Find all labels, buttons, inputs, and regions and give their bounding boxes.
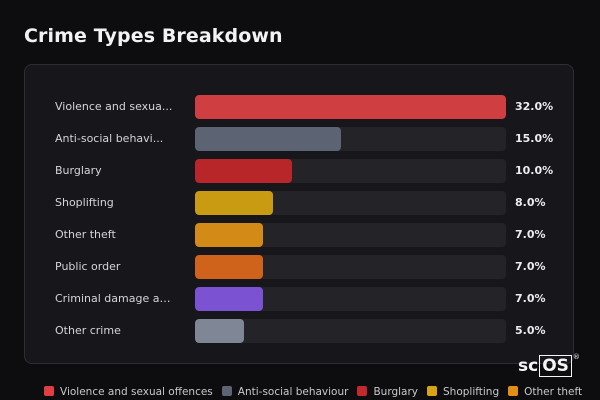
bar[interactable] <box>195 127 341 151</box>
chart-legend: Violence and sexual offences Anti-social … <box>44 386 600 400</box>
chart-panel: Violence and sexua... 32.0% Anti-social be… <box>24 64 574 364</box>
bar-track <box>195 191 506 215</box>
chart-title: Crime Types Breakdown <box>24 25 283 47</box>
bar-row: Other crime 5.0% <box>25 319 573 343</box>
bar-track <box>195 319 506 343</box>
legend-label: Other theft <box>524 386 583 398</box>
bar-track <box>195 95 506 119</box>
brand-logo: sc OS ® <box>518 353 580 377</box>
bar[interactable] <box>195 255 263 279</box>
legend-label: Shoplifting <box>443 386 500 398</box>
bar-label: Other crime <box>55 324 121 337</box>
bar-row: Criminal damage an... 7.0% <box>25 287 573 311</box>
bar-label: Criminal damage an... <box>55 292 173 305</box>
bar[interactable] <box>195 223 263 247</box>
bar-label: Burglary <box>55 164 102 177</box>
legend-item[interactable]: Shoplifting <box>427 386 499 398</box>
legend-swatch <box>508 386 519 396</box>
bar[interactable] <box>195 95 506 119</box>
bar-label: Violence and sexua... <box>55 100 173 113</box>
bar-value-label: 7.0% <box>515 228 546 241</box>
bar-track <box>195 159 506 183</box>
bar-track <box>195 255 506 279</box>
brand-logo-text: sc <box>518 356 539 376</box>
bar-value-label: 7.0% <box>515 260 546 273</box>
legend-swatch <box>44 386 54 396</box>
bar-value-label: 8.0% <box>515 196 546 209</box>
bar-label: Other theft <box>55 228 116 241</box>
legend-label: Anti-social behaviour <box>237 386 349 398</box>
bar-row: Burglary 10.0% <box>25 159 573 183</box>
bar-row: Violence and sexua... 32.0% <box>25 95 573 119</box>
bar-label: Shoplifting <box>55 196 114 209</box>
bar-value-label: 5.0% <box>515 324 546 337</box>
bar-value-label: 7.0% <box>515 292 546 305</box>
legend-item[interactable]: Burglary <box>357 386 418 398</box>
bar-row: Other theft 7.0% <box>25 223 573 247</box>
legend-item[interactable]: Anti-social behaviour <box>221 386 349 398</box>
bar-row: Anti-social behavi... 15.0% <box>25 127 573 151</box>
bar-row: Public order 7.0% <box>25 255 573 279</box>
bar-row: Shoplifting 8.0% <box>25 191 573 215</box>
bar[interactable] <box>195 319 244 343</box>
bar-track <box>195 127 506 151</box>
bar-value-label: 10.0% <box>515 164 554 177</box>
registered-mark: ® <box>572 353 580 361</box>
bar-label: Public order <box>55 260 121 273</box>
bar[interactable] <box>195 159 292 183</box>
brand-logo-boxed-text: OS <box>539 355 572 377</box>
legend-label: Violence and sexual offences <box>60 386 213 398</box>
bar-value-label: 32.0% <box>515 100 554 113</box>
bar-value-label: 15.0% <box>515 132 554 145</box>
legend-item[interactable]: Other theft <box>508 386 582 398</box>
bar[interactable] <box>195 191 273 215</box>
legend-swatch <box>221 386 232 396</box>
bar[interactable] <box>195 287 263 311</box>
bar-label: Anti-social behavi... <box>55 132 164 145</box>
legend-item[interactable]: Violence and sexual offences <box>44 386 213 398</box>
bar-track <box>195 223 506 247</box>
legend-swatch <box>427 386 438 396</box>
bar-track <box>195 287 506 311</box>
legend-label: Burglary <box>373 386 419 398</box>
legend-swatch <box>357 386 368 396</box>
